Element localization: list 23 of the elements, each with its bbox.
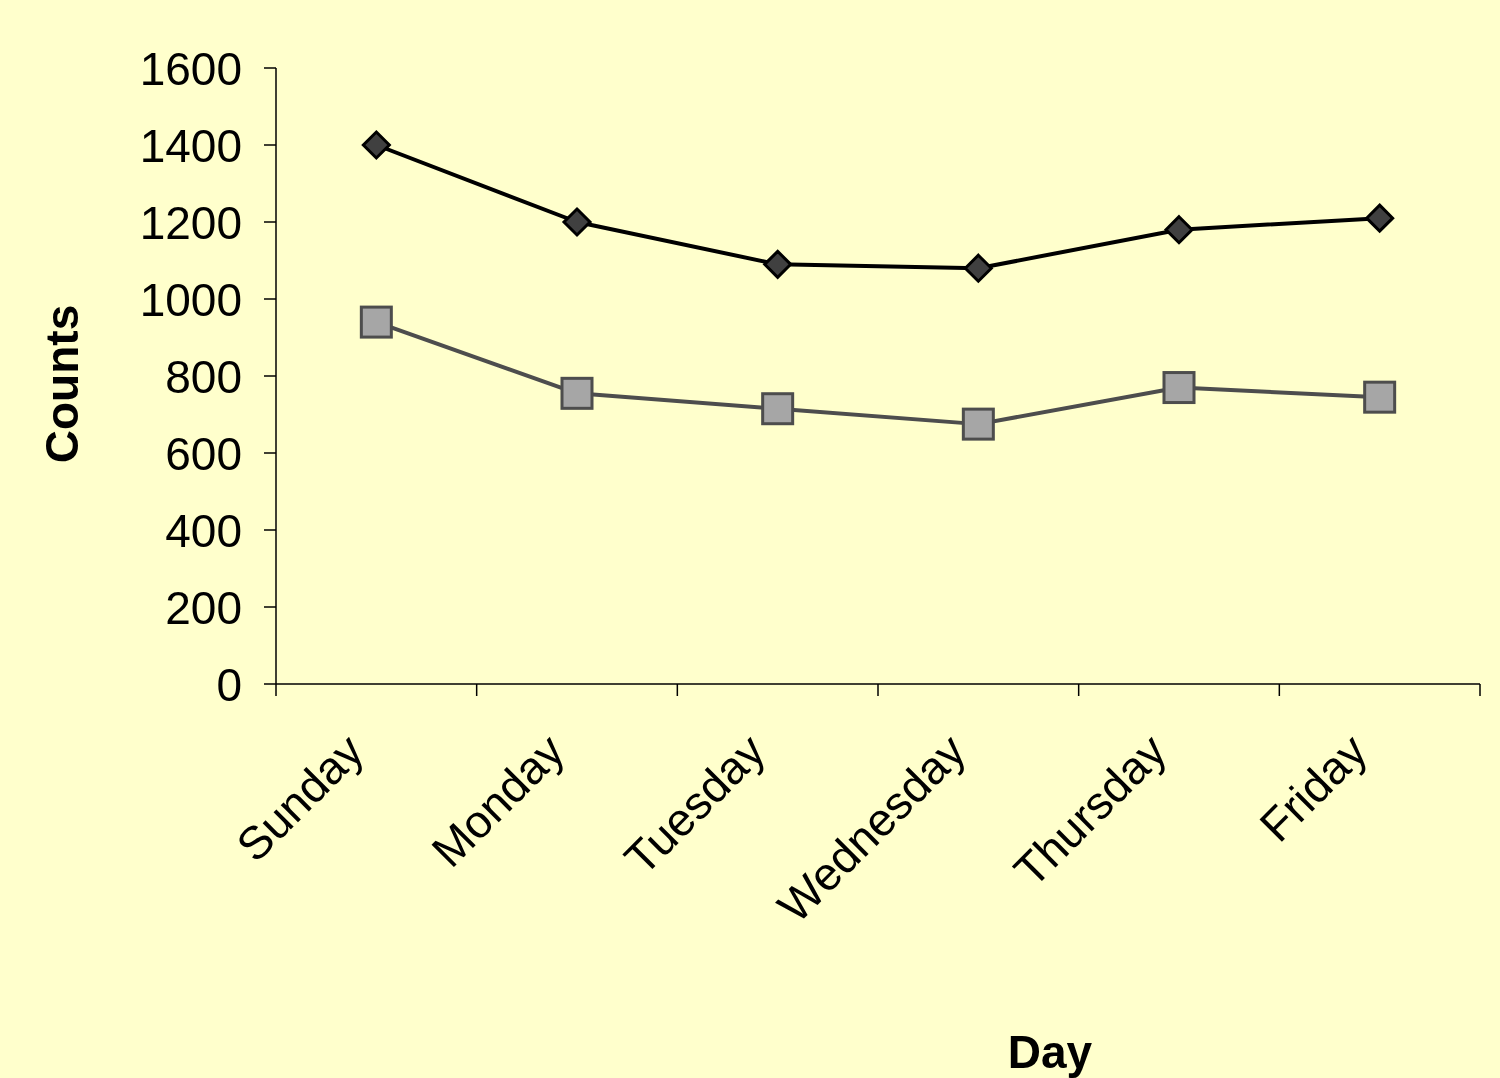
y-tick-label: 1600 bbox=[139, 42, 242, 95]
y-tick-label: 400 bbox=[165, 504, 242, 557]
y-tick-label: 200 bbox=[165, 581, 242, 634]
y-axis-title: Counts bbox=[36, 304, 88, 464]
point bbox=[361, 130, 391, 160]
x-axis-title: Day bbox=[1007, 1026, 1093, 1078]
y-tick-label: 600 bbox=[165, 427, 242, 480]
y-tick-label: 1400 bbox=[139, 119, 242, 172]
y-tick-label: 0 bbox=[216, 658, 242, 711]
point bbox=[763, 249, 793, 279]
point bbox=[961, 407, 995, 441]
y-tick-label: 1200 bbox=[139, 196, 242, 249]
point bbox=[560, 376, 594, 410]
point bbox=[1164, 215, 1194, 245]
y-tick-label: 1000 bbox=[139, 273, 242, 326]
y-tick-label: 800 bbox=[165, 350, 242, 403]
point bbox=[761, 392, 795, 426]
point bbox=[1162, 371, 1196, 405]
point bbox=[562, 207, 592, 237]
point bbox=[963, 253, 993, 283]
point bbox=[359, 305, 393, 339]
point bbox=[1365, 203, 1395, 233]
point bbox=[1363, 380, 1397, 414]
